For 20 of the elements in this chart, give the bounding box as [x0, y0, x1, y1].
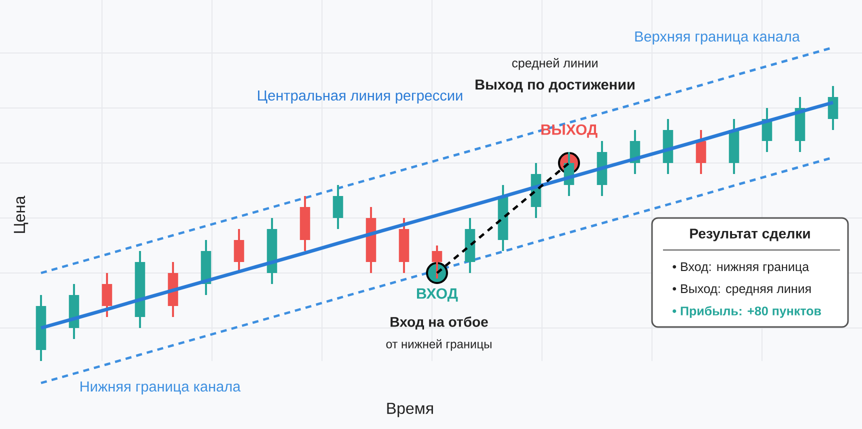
series-label: ВХОД — [416, 288, 458, 302]
y-axis-title: Цена — [14, 196, 28, 233]
annotation: от нижней границы — [386, 339, 492, 351]
series-label: Нижняя граница канала — [80, 382, 241, 394]
candlestick — [432, 244, 442, 280]
x-axis-title: Время — [387, 402, 433, 418]
annotation: Результат сделки — [690, 228, 810, 242]
candlestick — [828, 85, 838, 131]
text: средней линии — [512, 58, 598, 70]
candlestick — [696, 129, 706, 175]
series-label: Верхняя граница канала — [635, 32, 800, 44]
text: Центральная линия регрессии — [258, 90, 462, 104]
annotation: • Выход: средняя линия — [672, 284, 811, 296]
candlestick — [102, 272, 112, 318]
annotation: Выход по достижении — [476, 80, 634, 92]
series-label: ВЫХОД — [541, 124, 598, 138]
annotation: • Вход: нижняя граница — [672, 262, 810, 274]
candlestick — [332, 184, 344, 230]
annotation: • Прибыль: +80 пунктов — [672, 306, 821, 318]
annotation: Вход на отбое — [390, 316, 488, 330]
